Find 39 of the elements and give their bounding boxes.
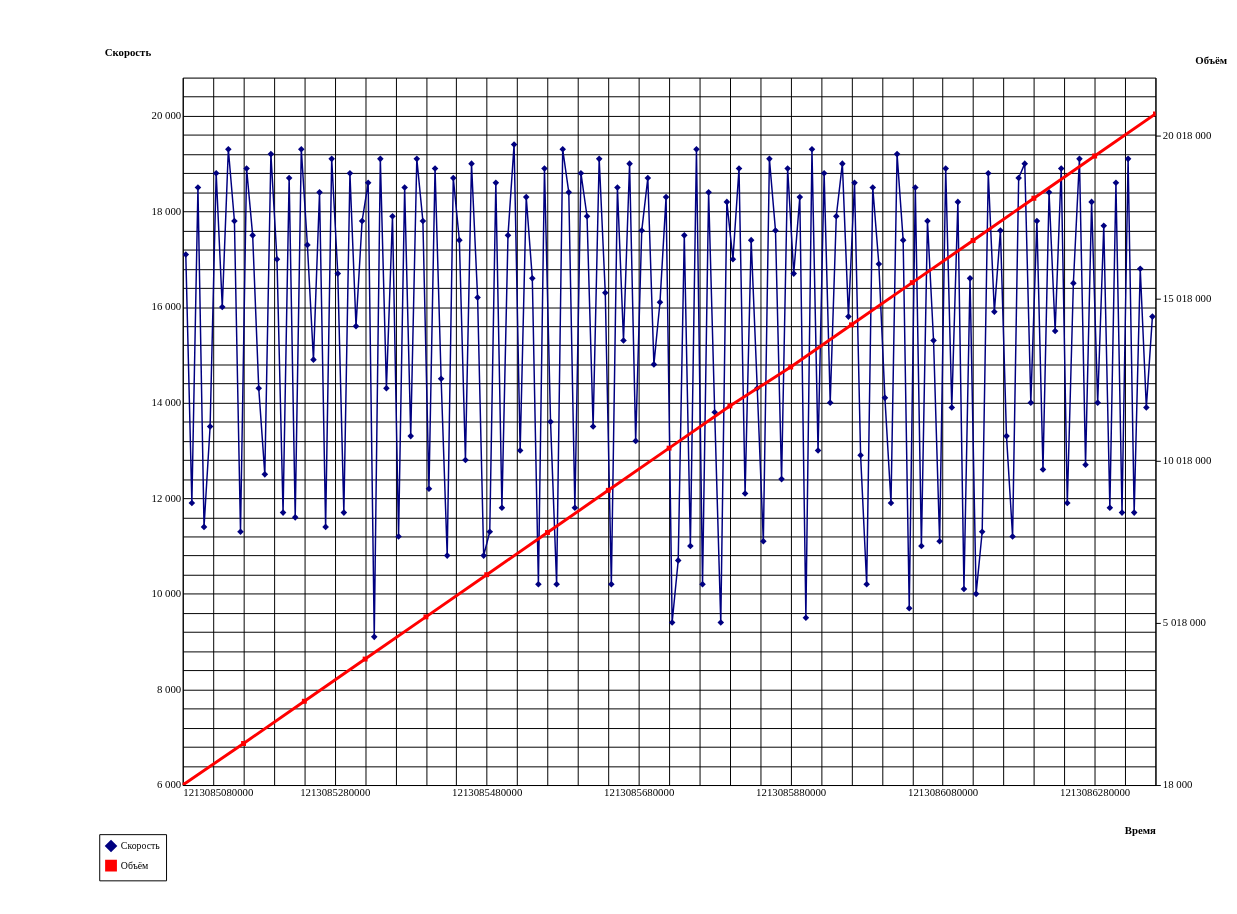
- point: [301, 698, 307, 704]
- point: [666, 445, 672, 451]
- x-tick-label: 1213085480000: [452, 786, 523, 799]
- y-tick-label: 18 000: [151, 204, 182, 217]
- legend-label: Скорость: [120, 839, 161, 851]
- point: [849, 322, 854, 328]
- y2-axis-title: Объём: [1195, 54, 1228, 67]
- point: [362, 656, 368, 662]
- y-tick-label: 8 000: [156, 682, 182, 695]
- point: [241, 740, 246, 746]
- point: [1031, 195, 1037, 201]
- legend-label: Объём: [120, 859, 149, 871]
- x-tick-label: 1213086080000: [908, 786, 979, 799]
- y-tick-label: 6 000: [156, 778, 182, 791]
- point: [1092, 153, 1098, 159]
- x-tick-label: 1213085280000: [300, 786, 371, 799]
- x-tick-label: 1213085080000: [183, 786, 254, 799]
- point: [545, 530, 550, 535]
- y-axis-title: Скорость: [104, 46, 152, 59]
- y2-tick-label: 15 018 000: [1162, 291, 1212, 304]
- point: [727, 403, 733, 409]
- point: [909, 280, 915, 286]
- y-tick-label: 20 000: [151, 109, 182, 122]
- point: [484, 572, 490, 578]
- point: [423, 614, 429, 620]
- y2-tick-label: 18 000: [1162, 778, 1193, 791]
- y-tick-label: 14 000: [151, 396, 182, 409]
- y-tick-label: 12 000: [151, 491, 182, 504]
- x-tick-label: 1213086280000: [1060, 786, 1131, 799]
- y2-tick-label: 10 018 000: [1162, 453, 1212, 466]
- y2-tick-label: 5 018 000: [1162, 616, 1207, 629]
- x-tick-label: 1213085880000: [756, 786, 827, 799]
- point: [605, 487, 611, 493]
- y2-tick-label: 20 018 000: [1162, 129, 1212, 142]
- y-tick-label: 16 000: [151, 300, 182, 313]
- x-axis-title: Время: [1124, 823, 1157, 836]
- point: [970, 237, 976, 243]
- y-tick-label: 10 000: [151, 587, 182, 600]
- x-tick-label: 1213085680000: [604, 786, 675, 799]
